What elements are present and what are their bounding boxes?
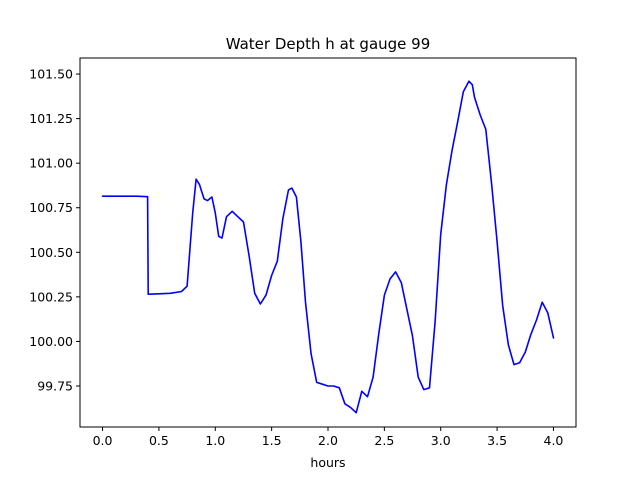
x-tick-label: 4.0 (544, 433, 564, 448)
y-tick-label: 101.25 (29, 111, 73, 126)
x-tick-label: 0.5 (149, 433, 169, 448)
series-line-0 (101, 80, 555, 414)
x-tick-label: 0.0 (93, 433, 113, 448)
chart-title: Water Depth h at gauge 99 (226, 35, 431, 53)
y-axis-ticks: 99.75 100.00 100.25 100.50 100.75 101.00 101.2… (29, 67, 80, 394)
y-tick-label: 101.00 (29, 156, 73, 171)
x-tick-label: 3.5 (487, 433, 507, 448)
y-tick-label: 100.50 (29, 245, 73, 260)
x-tick-label: 1.0 (205, 433, 225, 448)
plot-frame (79, 57, 577, 428)
x-axis-label: hours (310, 455, 345, 470)
x-tick-label: 2.0 (318, 433, 338, 448)
y-tick-label: 100.25 (29, 289, 73, 304)
y-tick-label: 100.00 (29, 334, 73, 349)
y-tick-label: 100.75 (29, 200, 73, 215)
y-tick-label: 101.50 (29, 67, 73, 82)
series-layer (101, 80, 555, 414)
x-tick-label: 1.5 (262, 433, 282, 448)
x-axis-ticks: 0.0 0.5 1.0 1.5 2.0 2.5 3.0 3.5 4.0 (93, 427, 564, 448)
y-tick-label: 99.75 (37, 379, 73, 394)
x-tick-label: 2.5 (374, 433, 394, 448)
x-tick-label: 3.0 (431, 433, 451, 448)
